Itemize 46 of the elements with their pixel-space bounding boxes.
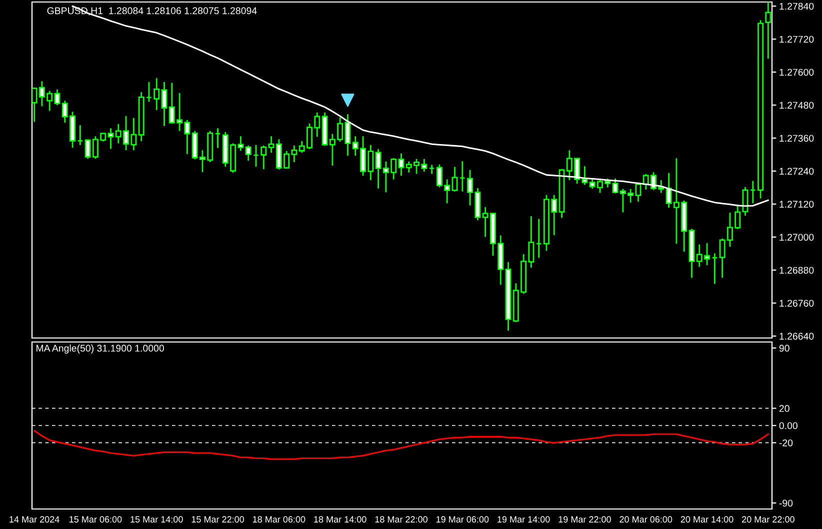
candlestick	[452, 166, 458, 192]
y-tick-label: 90	[779, 344, 790, 352]
y-tick-label: 1.27840	[780, 2, 814, 10]
x-tick-label: 19 Mar 06:00	[436, 516, 489, 523]
candlestick	[161, 81, 168, 127]
candlestick	[146, 81, 152, 103]
y-tick-label: 20	[779, 405, 790, 412]
y-tick-label: 1.27360	[780, 134, 814, 142]
candlestick	[253, 144, 259, 168]
candlestick	[536, 218, 542, 258]
y-tick-label: 1.27480	[780, 102, 814, 109]
line-series	[34, 430, 769, 460]
y-tick-label: 1.27000	[780, 234, 814, 241]
y-tick-label: 0.00	[779, 422, 798, 430]
candlestick	[260, 144, 267, 170]
candlestick	[77, 124, 84, 146]
x-tick-label: 18 Mar 14:00	[314, 516, 366, 523]
x-tick-label: 15 Mar 14:00	[130, 516, 183, 523]
candlestick	[245, 144, 252, 162]
candlestick	[712, 252, 718, 285]
y-tick-label: 1.27120	[780, 200, 814, 208]
candlestick	[459, 160, 466, 192]
y-tick-label: 1.26880	[780, 266, 814, 274]
x-tick-label: 19 Mar 22:00	[558, 516, 611, 523]
x-tick-label: 20 Mar 14:00	[680, 516, 734, 523]
y-tick-label: 1.27600	[780, 68, 814, 76]
candlestick	[428, 164, 435, 175]
y-tick-label: 1.27720	[780, 36, 814, 43]
x-tick-label: 18 Mar 06:00	[253, 516, 306, 523]
candlestick	[214, 128, 221, 149]
candlestick	[750, 180, 756, 204]
candlestick	[154, 77, 160, 111]
y-tick-label: -20	[779, 439, 793, 446]
x-tick-label: 15 Mar 06:00	[70, 516, 122, 523]
x-tick-label: 18 Mar 22:00	[375, 516, 428, 523]
y-tick-label: 1.26640	[780, 332, 814, 340]
y-tick-label: -90	[779, 500, 793, 507]
chart-title: MA Angle(50) 31.1900 1.0000	[36, 344, 164, 354]
y-tick-label: 1.26760	[780, 300, 814, 307]
y-tick-label: 1.27240	[780, 168, 814, 175]
x-tick-label: 20 Mar 06:00	[620, 516, 672, 523]
x-tick-label: 20 Mar 22:00	[742, 516, 794, 523]
x-tick-label: 15 Mar 22:00	[192, 516, 244, 523]
x-tick-label: 14 Mar 2024	[10, 516, 60, 523]
candlestick	[108, 128, 114, 150]
x-tick-label: 19 Mar 14:00	[498, 516, 550, 523]
